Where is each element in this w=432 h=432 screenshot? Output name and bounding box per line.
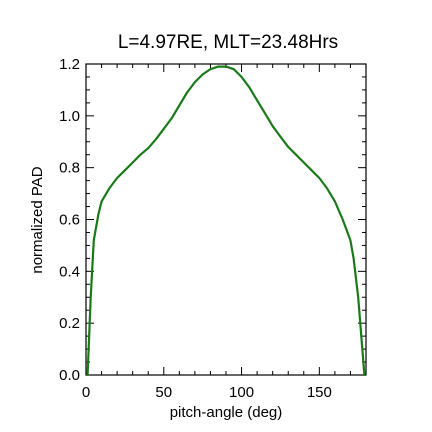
y-tick-label: 1.0 xyxy=(59,108,80,125)
y-tick-label: 0.6 xyxy=(59,212,80,229)
series-layer xyxy=(86,65,366,377)
x-tick-label: 150 xyxy=(307,384,332,401)
x-axis-title: pitch-angle (deg) xyxy=(170,404,283,421)
y-axis-title: normalized PAD xyxy=(29,166,46,273)
series-line xyxy=(86,65,366,377)
plot-frame xyxy=(85,63,367,376)
y-tick-label: 0.0 xyxy=(59,367,80,384)
x-tick-label: 0 xyxy=(82,384,90,401)
y-tick-label: 0.2 xyxy=(59,315,80,332)
y-tick-label: 1.2 xyxy=(59,56,80,73)
y-tick-label: 0.8 xyxy=(59,160,80,177)
x-tick-label: 50 xyxy=(155,384,172,401)
axis-ticks: 0 50 100 150 0.0 0.2 0.4 0.6 0.8 1.0 1.2 xyxy=(59,56,366,401)
y-tick-label: 0.4 xyxy=(59,263,80,280)
chart-title: L=4.97RE, MLT=23.48Hrs xyxy=(118,32,338,53)
x-tick-label: 100 xyxy=(229,384,254,401)
plot-area xyxy=(85,63,367,376)
